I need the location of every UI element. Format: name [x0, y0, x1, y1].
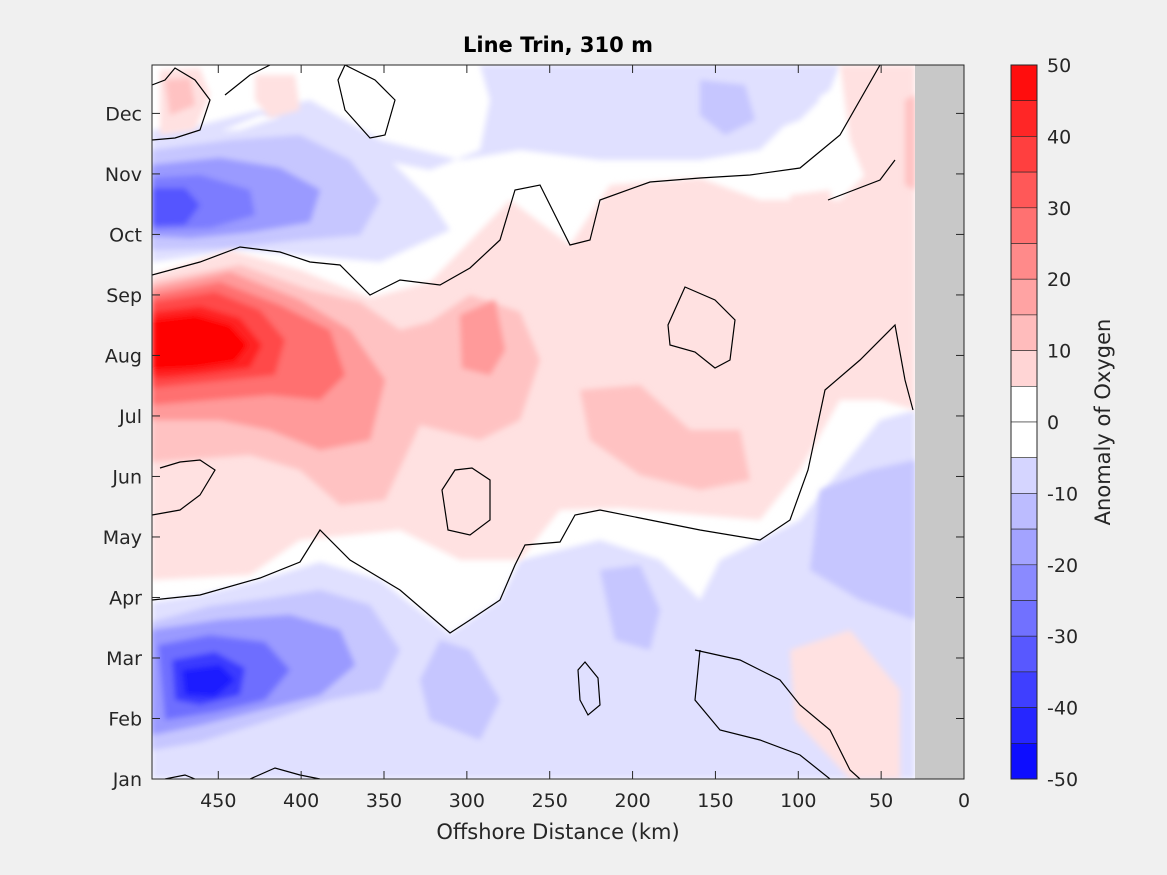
y-tick-label: Aug [105, 345, 142, 367]
positive-anomaly-strong [152, 272, 505, 450]
y-tick-label: Mar [106, 648, 142, 670]
colorbar-tick-label: -50 [1047, 769, 1078, 791]
x-tick-label: 50 [869, 790, 893, 812]
colorbar-segment [1010, 635, 1038, 673]
y-tick-label: May [103, 527, 142, 549]
colorbar-tick-label: -10 [1047, 483, 1078, 505]
y-tick-label: Oct [109, 224, 142, 246]
y-axis: Jan Feb Mar Apr May Jun Jul Aug Sep Oct Nov Dec [103, 103, 964, 791]
colorbar-tick-label: 30 [1047, 198, 1071, 220]
colorbar-segment [1010, 493, 1038, 530]
y-tick-label: Jul [118, 406, 142, 428]
x-tick-label: 250 [532, 790, 568, 812]
x-tick-label: 100 [780, 790, 816, 812]
colorbar-segment [1010, 528, 1038, 566]
x-tick-label: 200 [614, 790, 650, 812]
colorbar-frame [1010, 64, 1038, 780]
x-axis: 450 400 350 300 250 200 150 100 50 0 [200, 65, 970, 812]
colorbar-segment [1010, 100, 1038, 137]
colorbar-tick-label: 50 [1047, 55, 1071, 77]
colorbar-segment [1010, 207, 1038, 244]
y-tick-label: Sep [106, 285, 142, 307]
colorbar-segment [1010, 243, 1038, 280]
plot-frame [151, 64, 965, 780]
y-tick-label: Jun [111, 466, 142, 488]
colorbar: 50 40 30 20 10 0 -10 -20 -30 -40 -50 [1010, 55, 1078, 791]
colorbar-segment [1010, 421, 1038, 459]
y-tick-label: Apr [109, 587, 142, 609]
colorbar-segment [1010, 385, 1038, 423]
colorbar-segment [1010, 564, 1038, 601]
colorbar-segment [1010, 457, 1038, 494]
colorbar-tick-label: 0 [1047, 412, 1059, 434]
colorbar-segment [1010, 671, 1038, 708]
y-tick-label: Feb [108, 708, 142, 730]
colorbar-segment [1010, 136, 1038, 173]
colorbar-label: Anomaly of Oxygen [1091, 319, 1115, 526]
colorbar-segment [1010, 742, 1038, 780]
x-tick-label: 0 [958, 790, 970, 812]
colorbar-tick-label: 20 [1047, 269, 1071, 291]
colorbar-segment [1010, 600, 1038, 637]
x-tick-label: 150 [697, 790, 733, 812]
colorbar-segment [1010, 314, 1038, 351]
x-tick-label: 400 [283, 790, 319, 812]
colorbar-tick-label: -20 [1047, 555, 1078, 577]
y-tick-label: Nov [105, 164, 142, 186]
x-tick-label: 300 [449, 790, 485, 812]
colorbar-tick-label: 40 [1047, 126, 1071, 148]
colorbar-tick-label: 10 [1047, 341, 1071, 363]
chart-title: Line Trin, 310 m [463, 33, 653, 57]
x-axis-label: Offshore Distance (km) [436, 820, 679, 844]
y-tick-label: Jan [112, 769, 142, 791]
x-tick-label: 450 [200, 790, 236, 812]
colorbar-tick-label: -40 [1047, 698, 1078, 720]
negative-anomaly-strong [152, 158, 355, 735]
colorbar-segment [1010, 64, 1038, 102]
colorbar-segment [1010, 707, 1038, 744]
x-tick-label: 350 [366, 790, 402, 812]
colorbar-segment [1010, 350, 1038, 387]
colorbar-segment [1010, 278, 1038, 316]
colorbar-segment [1010, 171, 1038, 209]
no-data-region [915, 65, 964, 779]
y-tick-label: Dec [105, 103, 142, 125]
plot-area [152, 65, 964, 779]
zero-contour-lines [152, 65, 914, 779]
colorbar-tick-label: -30 [1047, 626, 1078, 648]
